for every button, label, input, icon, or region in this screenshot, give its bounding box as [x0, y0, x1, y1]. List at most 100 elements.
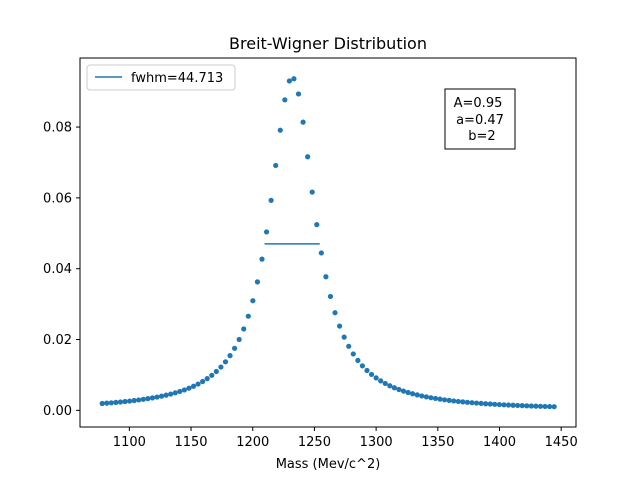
chart-title: Breit-Wigner Distribution [229, 34, 427, 53]
x-axis: 1100 1150 1200 1250 1300 1350 1400 1450 [113, 427, 578, 450]
data-point [355, 357, 361, 363]
data-point [437, 396, 443, 402]
legend-label: fwhm=44.713 [131, 71, 223, 86]
data-point [136, 397, 142, 403]
data-point [341, 334, 347, 340]
data-point [149, 395, 156, 401]
data-point [451, 398, 457, 404]
data-point [291, 76, 297, 82]
data-point [209, 372, 215, 378]
data-point [359, 363, 366, 369]
data-point [364, 367, 370, 374]
data-point [236, 336, 242, 343]
data-point [250, 298, 256, 304]
data-point [181, 387, 187, 393]
legend: fwhm=44.713 [86, 64, 236, 91]
data-point [282, 97, 288, 103]
plot-frame [79, 57, 577, 428]
data-point [419, 393, 425, 399]
data-point [195, 381, 201, 387]
x-tick-label: 1150 [174, 435, 207, 450]
data-point [524, 403, 530, 409]
data-point [222, 359, 229, 365]
data-point [405, 389, 411, 396]
data-point [387, 383, 393, 389]
data-point [396, 386, 402, 393]
data-point [460, 399, 466, 405]
x-tick-label: 1250 [298, 435, 331, 450]
data-point [140, 396, 146, 402]
annotation-line-b: b=2 [468, 129, 495, 144]
data-point [346, 343, 352, 349]
data-point [546, 403, 553, 410]
data-point [263, 229, 270, 235]
data-point [158, 393, 165, 399]
data-point [432, 395, 439, 402]
data-point [455, 398, 461, 405]
x-tick-label: 1450 [545, 435, 578, 450]
data-point [200, 378, 206, 385]
data-point [163, 392, 169, 398]
y-axis: 0.00 0.02 0.04 0.06 0.08 [43, 121, 80, 419]
data-point [108, 400, 114, 406]
y-tick-label: 0.06 [43, 191, 72, 206]
data-point [327, 293, 334, 300]
data-point [323, 274, 329, 280]
data-point [241, 326, 247, 332]
x-tick-label: 1200 [236, 435, 269, 450]
data-point [373, 375, 379, 381]
data-point [551, 404, 557, 410]
x-tick-label: 1100 [113, 435, 146, 450]
data-point [172, 390, 178, 396]
data-point [104, 400, 110, 406]
data-point [533, 403, 539, 409]
data-points [99, 76, 557, 410]
data-point [501, 402, 507, 408]
y-tick-label: 0.08 [43, 121, 72, 136]
annotation-line-A: A=0.95 [454, 96, 503, 111]
data-point [378, 378, 384, 384]
data-point [519, 403, 525, 409]
data-point [446, 397, 452, 403]
data-point [350, 351, 356, 357]
data-point [492, 401, 498, 407]
data-point [318, 250, 324, 256]
data-point [277, 127, 283, 133]
data-point [441, 397, 448, 403]
data-point [145, 396, 151, 402]
data-point [273, 162, 279, 169]
data-point [218, 364, 224, 370]
data-point [254, 279, 261, 285]
data-point [505, 402, 512, 408]
data-point [428, 395, 434, 401]
data-point [231, 345, 238, 351]
data-point [305, 154, 311, 160]
data-point [186, 385, 192, 391]
x-tick-label: 1300 [360, 435, 393, 450]
data-point [113, 399, 119, 406]
data-point [300, 119, 306, 125]
data-point [496, 401, 502, 408]
data-point [473, 400, 480, 406]
data-point [515, 402, 521, 409]
data-point [177, 388, 183, 395]
data-point [204, 376, 210, 382]
data-point [478, 400, 484, 407]
data-point [122, 398, 128, 405]
data-point [537, 403, 544, 409]
data-point [414, 392, 420, 398]
data-point [382, 380, 388, 387]
x-tick-label: 1350 [421, 435, 454, 450]
data-point [469, 400, 475, 406]
data-point [131, 397, 137, 404]
parameter-annotation: A=0.95 a=0.47 b=2 [444, 88, 516, 150]
data-point [190, 383, 197, 389]
data-point [410, 391, 416, 397]
data-point [368, 371, 375, 378]
y-tick-label: 0.02 [43, 333, 72, 348]
data-point [336, 323, 343, 329]
data-point [423, 394, 429, 400]
data-point [510, 402, 516, 408]
x-axis-label: Mass (Mev/c^2) [276, 457, 381, 472]
